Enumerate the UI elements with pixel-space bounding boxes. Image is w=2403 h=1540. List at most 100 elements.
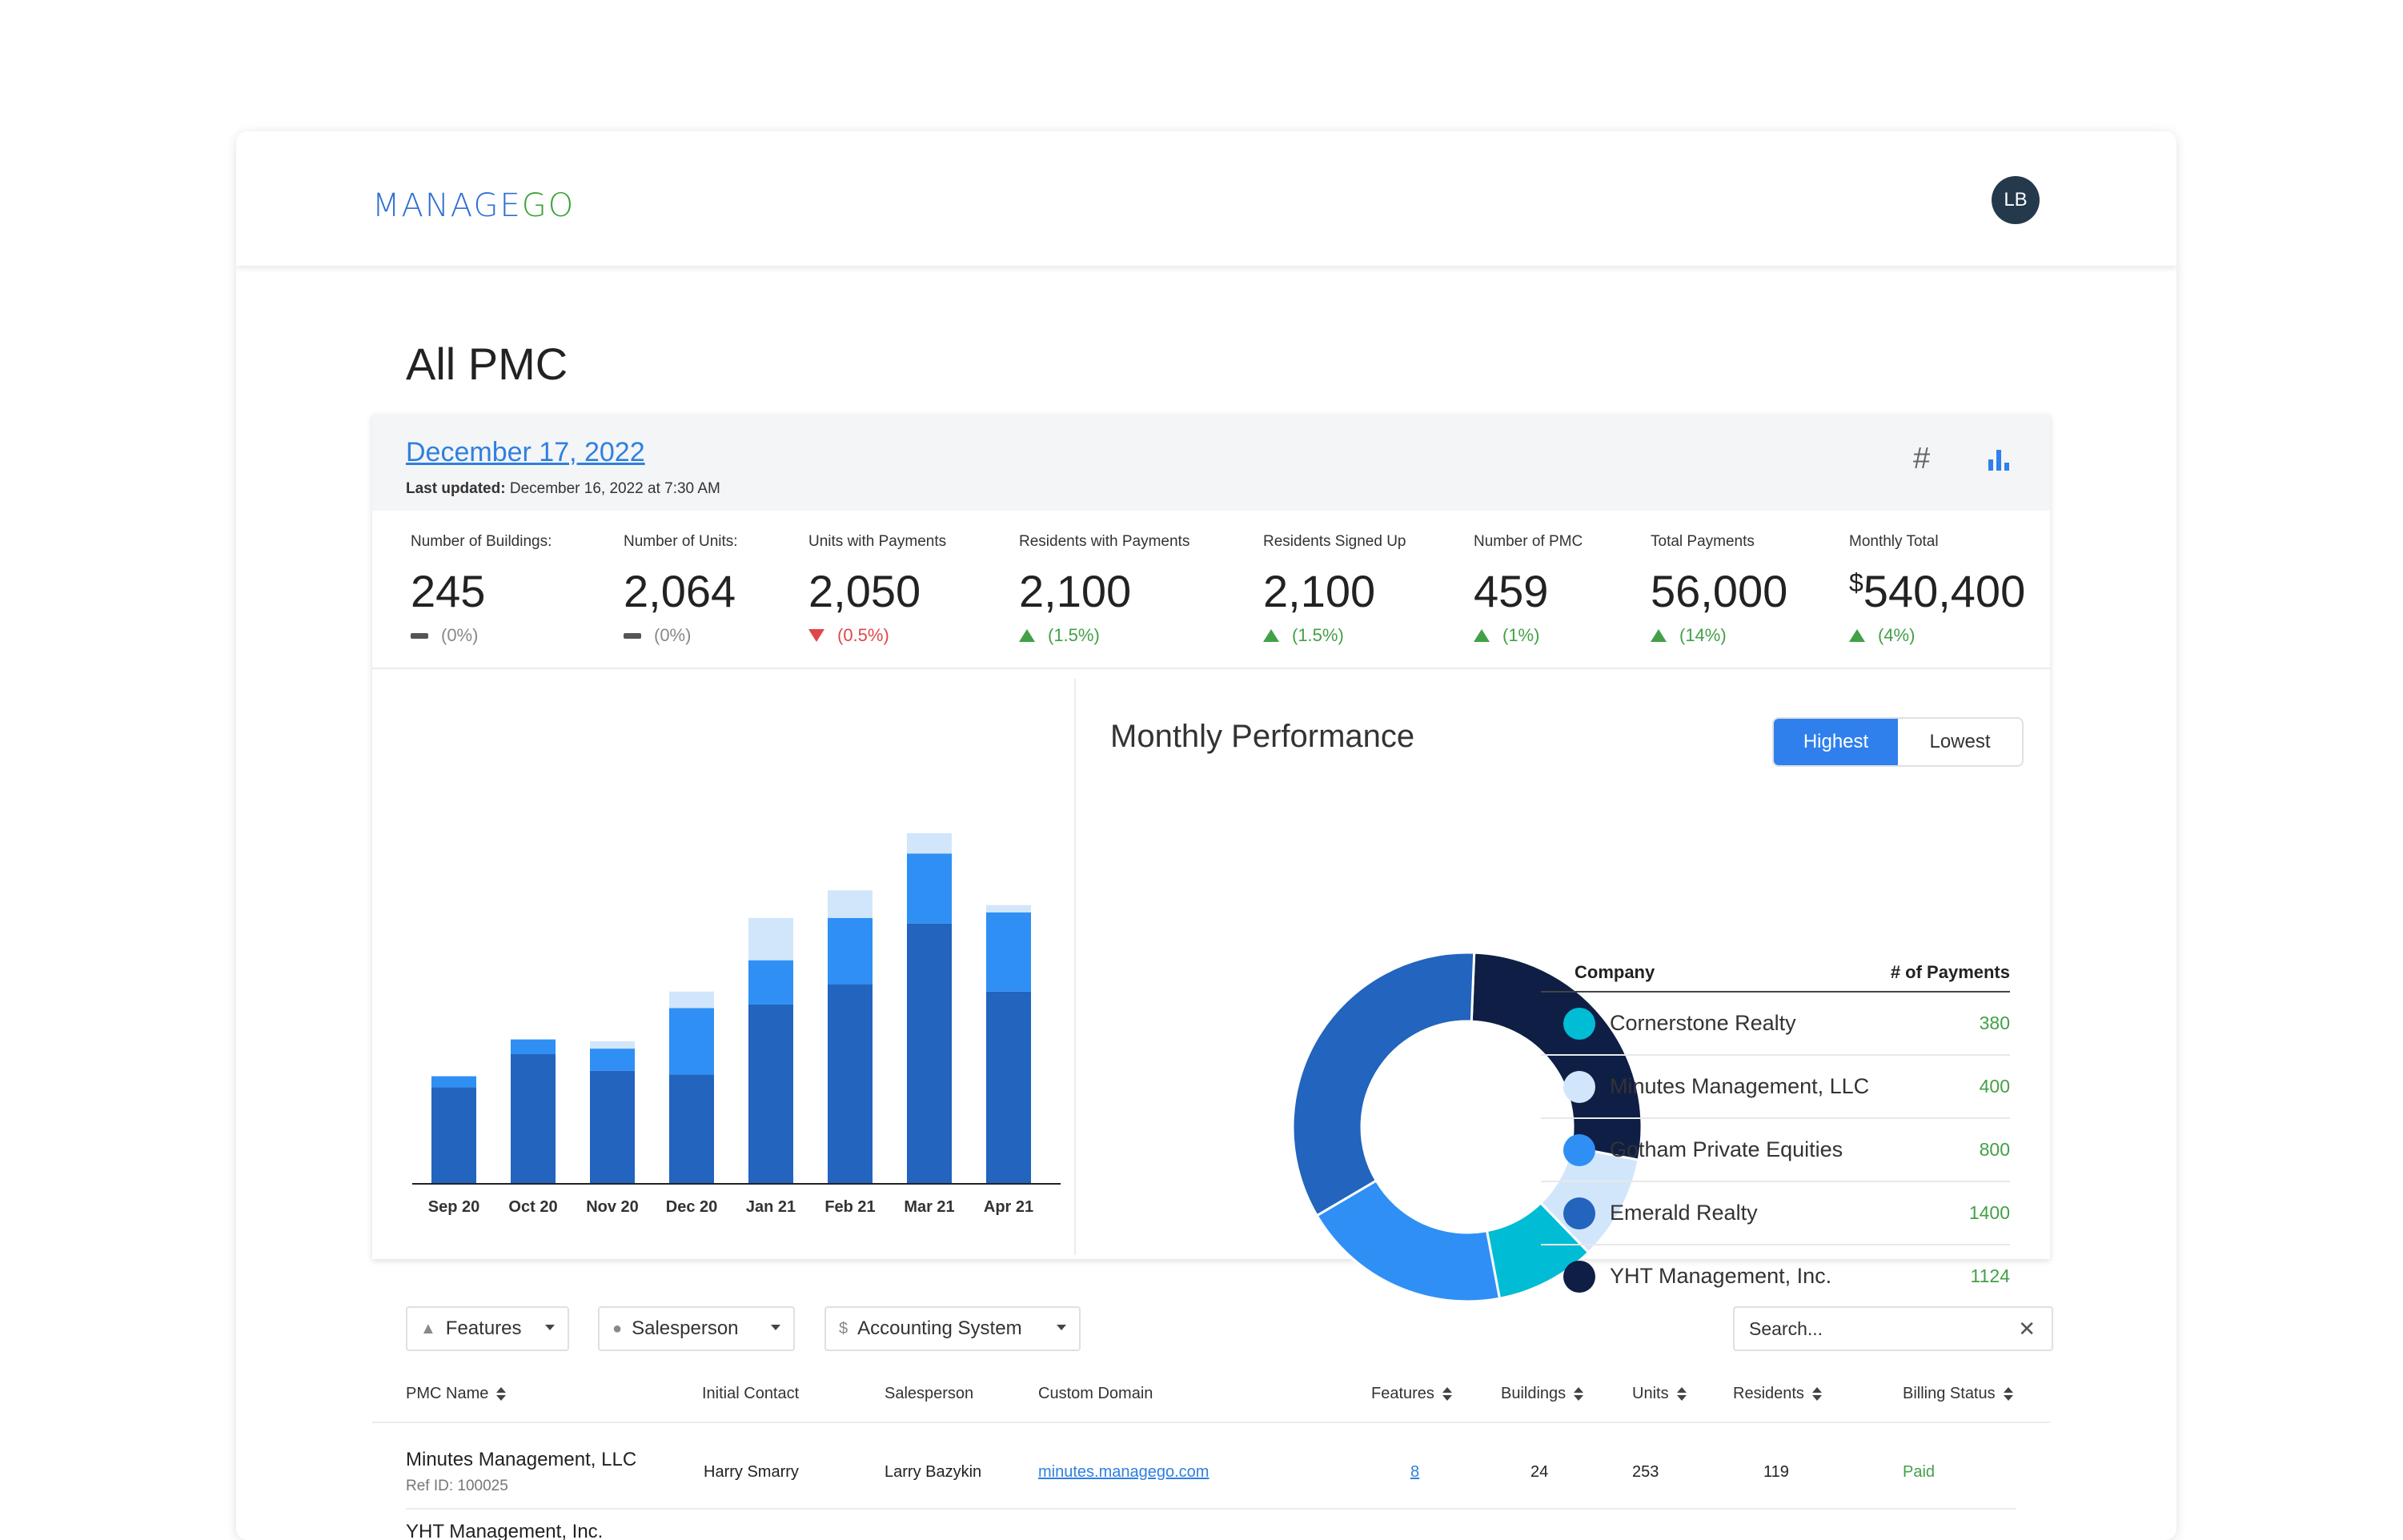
top-bar: MANAGEGO LB: [236, 131, 2176, 266]
performance-row[interactable]: YHT Management, Inc. 1124: [1541, 1245, 2010, 1307]
legend-dot: [1563, 1133, 1595, 1166]
sort-icon: [1442, 1387, 1452, 1401]
features-count-link[interactable]: 8: [1410, 1463, 1420, 1481]
bar-segment: [748, 1004, 793, 1183]
stat-residents-with-payments: Residents with Payments 2,100 (1.5%): [1019, 533, 1190, 645]
column-salesperson: Salesperson: [885, 1385, 974, 1402]
sort-icon: [2003, 1387, 2013, 1401]
column-pmc-name[interactable]: PMC Name: [406, 1385, 507, 1403]
performance-title: Monthly Performance: [1110, 719, 1415, 754]
buildings-count: 24: [1530, 1463, 1549, 1481]
billing-status: Paid: [1903, 1463, 1936, 1481]
legend-dot: [1563, 1070, 1595, 1103]
avatar[interactable]: LB: [1992, 176, 2040, 224]
x-tick-label: Sep 20: [428, 1198, 479, 1216]
summary-card: December 17, 2022 Last updated: December…: [372, 415, 2050, 1303]
chevron-down-icon: [545, 1325, 555, 1330]
initial-contact: Harry Smarry: [704, 1463, 799, 1481]
chevron-down-icon: [771, 1325, 780, 1330]
pmc-name[interactable]: YHT Management, Inc.: [406, 1521, 604, 1540]
bar-segment: [431, 1087, 476, 1183]
bar-chart-icon[interactable]: [1985, 447, 2012, 474]
up-arrow-icon: [1849, 629, 1865, 642]
column-units[interactable]: Units: [1632, 1385, 1687, 1403]
summary-header: December 17, 2022 Last updated: December…: [372, 415, 2050, 511]
pmc-name[interactable]: Minutes Management, LLC: [406, 1449, 637, 1470]
column-residents[interactable]: Residents: [1733, 1385, 1822, 1403]
up-arrow-icon: [1651, 629, 1667, 642]
table-row[interactable]: Minutes Management, LLC Ref ID: 100025 H…: [406, 1423, 2016, 1510]
person-icon: ●: [612, 1319, 623, 1337]
stat-units-with-payments: Units with Payments 2,050 (0.5%): [808, 533, 947, 646]
ref-id: Ref ID: 100025: [406, 1478, 508, 1494]
stat-change: (4%): [1849, 625, 2025, 646]
features-filter[interactable]: ▲ Features: [406, 1306, 569, 1351]
salesperson: Larry Bazykin: [885, 1463, 982, 1481]
x-tick-label: Feb 21: [824, 1198, 875, 1216]
performance-row[interactable]: Cornerstone Realty 380: [1541, 993, 2010, 1056]
stat-residents-signed-up: Residents Signed Up 2,100 (1.5%): [1263, 533, 1406, 645]
performance-donut-chart: [1291, 951, 1643, 1303]
bar-segment: [828, 917, 873, 985]
column-billing-status[interactable]: Billing Status: [1903, 1385, 2013, 1403]
residents-count: 119: [1763, 1463, 1789, 1481]
search-input[interactable]: Search... ✕: [1733, 1306, 2053, 1351]
salesperson-filter[interactable]: ● Salesperson: [598, 1306, 795, 1351]
bar-segment: [828, 890, 873, 918]
x-tick-label: Nov 20: [586, 1198, 639, 1216]
stat-total-payments: Total Payments 56,000 (14%): [1651, 533, 1788, 645]
bar-segment: [590, 1049, 635, 1071]
performance-row[interactable]: Emerald Realty 1400: [1541, 1182, 2010, 1245]
stat-number-of-pmc: Number of PMC 459 (1%): [1474, 533, 1583, 646]
x-tick-label: Oct 20: [508, 1198, 557, 1216]
lowest-toggle-button[interactable]: Lowest: [1898, 719, 2022, 765]
donut-slice: [1291, 951, 1476, 1217]
app-window: MANAGEGO LB All PMC December 17, 2022 La…: [236, 131, 2176, 1540]
bar-segment: [431, 1076, 476, 1088]
custom-domain-link[interactable]: minutes.managego.com: [1038, 1463, 1210, 1481]
column-features[interactable]: Features: [1371, 1385, 1452, 1403]
donut-slice: [1470, 951, 1643, 1161]
stat-buildings: Number of Buildings: 245 (0%): [411, 533, 552, 646]
accounting-system-filter[interactable]: $ Accounting System: [824, 1306, 1081, 1351]
bar-segment: [986, 912, 1031, 992]
bar-segment: [748, 917, 793, 960]
stats-row: Number of Buildings: 245 (0%) Number of …: [372, 511, 2050, 669]
table-row[interactable]: YHT Management, Inc.: [406, 1510, 2016, 1540]
no-change-icon: [411, 632, 428, 639]
hash-icon[interactable]: #: [1913, 442, 1931, 475]
performance-row[interactable]: Minutes Management, LLC 400: [1541, 1056, 2010, 1119]
managego-logo[interactable]: MANAGEGO: [372, 187, 576, 224]
no-change-icon: [624, 632, 641, 639]
column-buildings[interactable]: Buildings: [1501, 1385, 1584, 1403]
units-count: 253: [1632, 1463, 1659, 1481]
x-tick-label: Dec 20: [666, 1198, 718, 1216]
stat-change: (1%): [1474, 625, 1583, 646]
chevron-down-icon: [1057, 1325, 1066, 1330]
stat-change: (0%): [624, 625, 738, 646]
bar-segment: [907, 833, 952, 854]
up-arrow-icon: [1019, 629, 1035, 642]
features-icon: ▲: [420, 1319, 436, 1337]
x-tick-label: Jan 21: [746, 1198, 796, 1216]
bar-segment: [590, 1070, 635, 1183]
bar-segment: [748, 960, 793, 1005]
stat-change: (0.5%): [808, 625, 946, 646]
performance-table-header: Company # of Payments: [1541, 962, 2010, 993]
performance-row[interactable]: Gotham Private Equities 800: [1541, 1119, 2010, 1182]
highest-toggle-button[interactable]: Highest: [1774, 719, 1898, 765]
sort-icon: [496, 1387, 507, 1401]
legend-dot: [1563, 1007, 1595, 1040]
date-link[interactable]: December 17, 2022: [406, 437, 645, 467]
down-arrow-icon: [808, 629, 824, 642]
bar-segment: [828, 984, 873, 1183]
legend-dot: [1563, 1197, 1595, 1229]
x-tick-label: Mar 21: [904, 1198, 954, 1216]
sort-icon: [1676, 1387, 1687, 1401]
sort-icon: [1574, 1387, 1584, 1401]
stat-change: (0%): [411, 625, 552, 646]
bar-segment: [669, 991, 714, 1009]
column-custom-domain: Custom Domain: [1038, 1385, 1153, 1402]
close-icon[interactable]: ✕: [2018, 1316, 2036, 1341]
bar-segment: [907, 923, 952, 1183]
